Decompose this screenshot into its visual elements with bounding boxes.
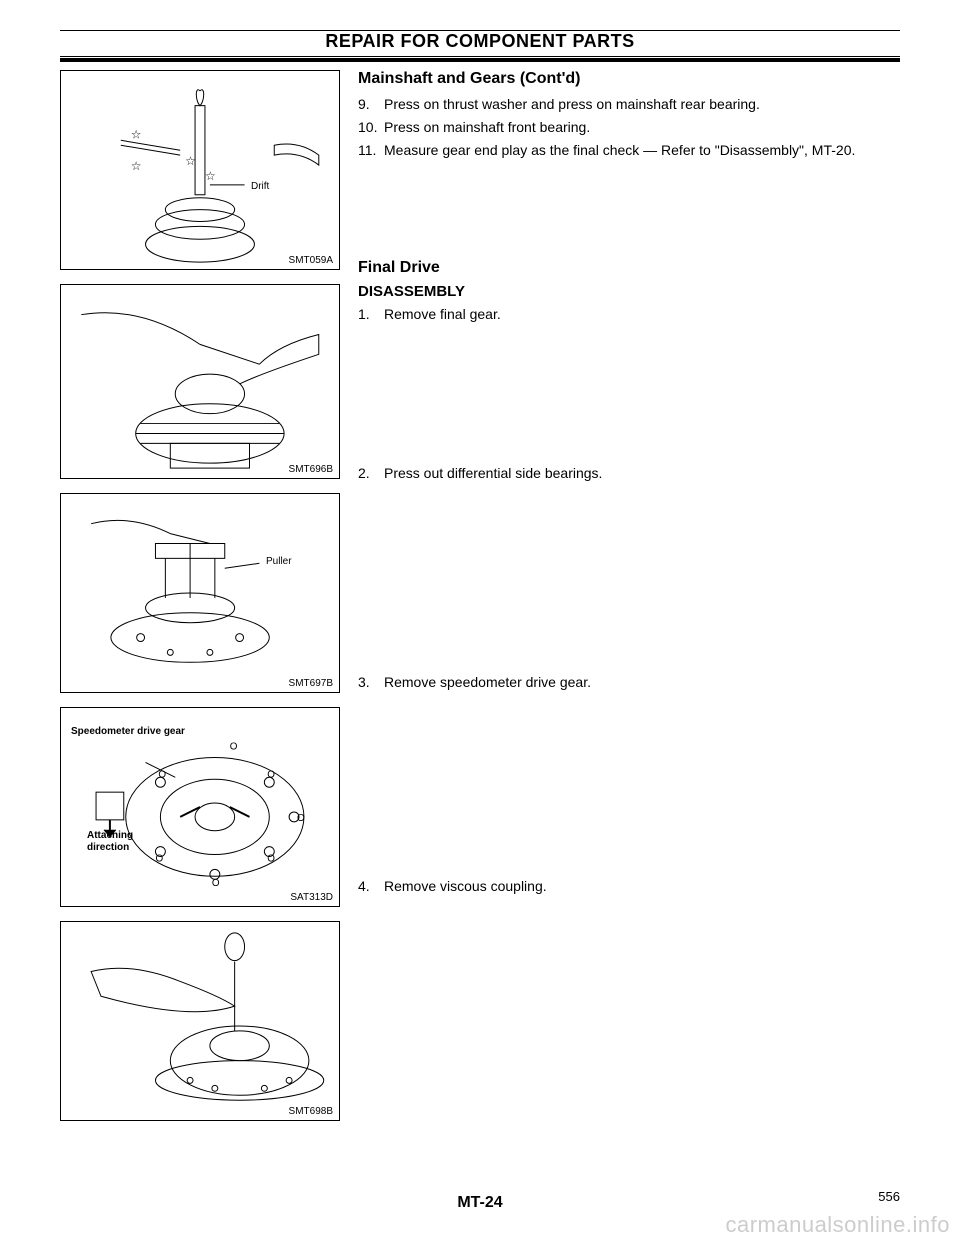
mainshaft-section: Mainshaft and Gears (Cont'd) 9. Press on… (358, 70, 900, 161)
figure-speedometer-gear: O O O O O O O Speedometer drive gear Att… (60, 707, 340, 907)
step-number: 10. (358, 117, 384, 138)
step-item: 2. Press out differential side bearings. (358, 463, 900, 484)
finaldrive-section: Final Drive DISASSEMBLY 1. Remove final … (358, 259, 900, 325)
step-item: 4. Remove viscous coupling. (358, 876, 900, 897)
step-number: 3. (358, 672, 384, 693)
figure-final-gear: SMT696B (60, 284, 340, 479)
svg-text:☆: ☆ (185, 154, 196, 168)
step-item: 11. Measure gear end play as the final c… (358, 140, 900, 161)
step-text: Press on mainshaft front bearing. (384, 117, 900, 138)
page-code: MT-24 (457, 1194, 502, 1211)
step3-block: 3. Remove speedometer drive gear. (358, 672, 900, 693)
callout-drift: Drift (251, 181, 269, 192)
callout-direction: direction (87, 842, 129, 853)
watermark: carmanualsonline.info (725, 1212, 950, 1238)
step-number: 9. (358, 94, 384, 115)
callout-speedo: Speedometer drive gear (71, 726, 185, 737)
step4-block: 4. Remove viscous coupling. (358, 876, 900, 897)
svg-text:O: O (158, 769, 166, 780)
drift-illustration: ☆ ☆ ☆ ☆ (61, 71, 339, 269)
step-item: 9. Press on thrust washer and press on m… (358, 94, 900, 115)
svg-text:O: O (267, 853, 275, 864)
figure-label: SMT697B (289, 678, 333, 689)
svg-text:☆: ☆ (131, 127, 142, 141)
figure-drift: ☆ ☆ ☆ ☆ Drift SMT059A (60, 70, 340, 270)
svg-text:O: O (267, 769, 275, 780)
figures-column: ☆ ☆ ☆ ☆ Drift SMT059A SMT696B (60, 70, 340, 1135)
puller-illustration (61, 494, 339, 692)
content-area: ☆ ☆ ☆ ☆ Drift SMT059A SMT696B (60, 70, 900, 1135)
step-number: 11. (358, 140, 384, 161)
callout-puller: Puller (266, 556, 292, 567)
section-title-mainshaft: Mainshaft and Gears (Cont'd) (358, 70, 900, 88)
text-column: Mainshaft and Gears (Cont'd) 9. Press on… (358, 70, 900, 1135)
step-item: 3. Remove speedometer drive gear. (358, 672, 900, 693)
svg-text:O: O (155, 853, 163, 864)
viscous-coupling-illustration (61, 922, 339, 1120)
step2-block: 2. Press out differential side bearings. (358, 463, 900, 484)
svg-text:☆: ☆ (131, 159, 142, 173)
step-number: 1. (358, 304, 384, 325)
figure-label: SMT698B (289, 1106, 333, 1117)
page-title: REPAIR FOR COMPONENT PARTS (60, 31, 900, 56)
step-text: Remove speedometer drive gear. (384, 672, 900, 693)
svg-text:O: O (230, 742, 238, 753)
figure-label: SMT059A (289, 255, 333, 266)
speedo-gear-illustration: O O O O O O O (61, 708, 339, 906)
step-text: Remove final gear. (384, 304, 900, 325)
step-item: 1. Remove final gear. (358, 304, 900, 325)
step-number: 2. (358, 463, 384, 484)
page-number: 556 (878, 1189, 900, 1204)
step-number: 4. (358, 876, 384, 897)
step-text: Measure gear end play as the final check… (384, 140, 900, 161)
svg-text:O: O (212, 878, 220, 889)
svg-text:☆: ☆ (205, 169, 216, 183)
step-text: Remove viscous coupling. (384, 876, 900, 897)
step-text: Press on thrust washer and press on main… (384, 94, 900, 115)
svg-text:O: O (297, 813, 305, 824)
step-text: Press out differential side bearings. (384, 463, 900, 484)
disassembly-subtitle: DISASSEMBLY (358, 283, 900, 300)
page-header: REPAIR FOR COMPONENT PARTS (60, 30, 900, 62)
figure-puller: Puller SMT697B (60, 493, 340, 693)
figure-label: SAT313D (290, 892, 333, 903)
mainshaft-steps: 9. Press on thrust washer and press on m… (358, 94, 900, 161)
callout-attaching: Attaching (87, 830, 133, 841)
final-gear-illustration (61, 285, 339, 478)
figure-viscous-coupling: SMT698B (60, 921, 340, 1121)
section-title-finaldrive: Final Drive (358, 259, 900, 277)
figure-label: SMT696B (289, 464, 333, 475)
page-footer: MT-24 556 (0, 1194, 960, 1212)
step-item: 10. Press on mainshaft front bearing. (358, 117, 900, 138)
